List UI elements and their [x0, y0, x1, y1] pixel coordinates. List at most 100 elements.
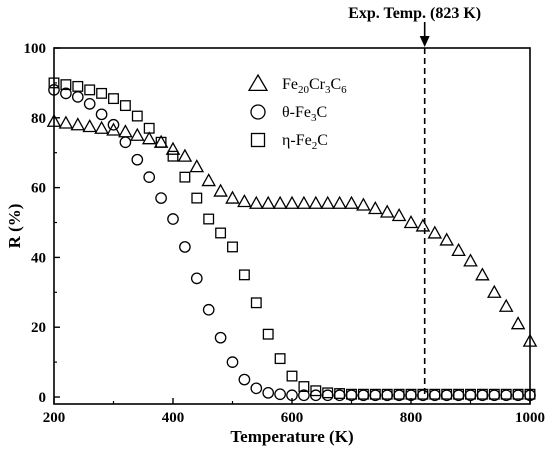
circle-data-point: [71, 91, 84, 103]
square-data-point: [72, 80, 84, 92]
legend-label-text: C: [317, 132, 328, 149]
triangle-data-point: [82, 118, 98, 133]
circle-data-point: [226, 356, 239, 368]
square-data-point: [238, 269, 250, 281]
circle-data-point: [83, 97, 96, 110]
x-axis-label: Temperature (K): [230, 427, 353, 446]
triangle-data-point: [237, 194, 252, 208]
triangle-data-point: [510, 316, 526, 330]
triangle-data-point: [344, 195, 359, 209]
legend-label-text: C: [317, 104, 328, 121]
triangle-data-point: [475, 267, 490, 281]
triangle-data-point: [272, 195, 288, 209]
square-data-point: [476, 388, 488, 400]
triangle-data-point: [201, 173, 217, 187]
y-tick-label: 60: [31, 181, 46, 197]
circle-data-point: [202, 303, 215, 316]
triangle-data-point: [320, 195, 336, 209]
triangle-data-point: [427, 225, 443, 239]
legend-label-subscript: 3: [311, 112, 317, 124]
y-tick-label: 80: [31, 111, 46, 127]
legend-item-circle: θ-Fe3C: [250, 104, 328, 124]
legend-square-icon: [250, 132, 266, 148]
legend-circle-icon: [250, 104, 266, 120]
circle-data-point: [167, 213, 179, 225]
legend-item-square: η-Fe2C: [250, 132, 328, 152]
legend-label-subscript: 20: [298, 84, 310, 96]
circle-data-point: [214, 331, 227, 344]
y-tick-label: 100: [24, 41, 47, 57]
legend-label-text: η-Fe: [282, 132, 312, 149]
triangle-data-point: [129, 127, 145, 141]
square-data-point: [227, 241, 238, 253]
square-data-point: [262, 328, 274, 340]
x-tick-label: 1000: [515, 410, 545, 426]
triangle-data-point: [189, 159, 205, 173]
legend-label-text: C: [331, 76, 342, 93]
square-data-point: [298, 381, 310, 392]
square-data-point: [191, 192, 203, 204]
series-triangle: [46, 113, 538, 347]
triangle-data-point: [94, 120, 109, 134]
square-data-point: [215, 227, 227, 239]
square-data-point: [322, 387, 334, 399]
triangle-data-point: [284, 195, 300, 209]
legend-triangle-icon: [247, 73, 269, 92]
arrow-head-icon: [419, 36, 430, 47]
square-data-point: [310, 385, 322, 397]
circle-data-point: [321, 389, 334, 402]
circle-data-point: [262, 386, 275, 399]
square-data-point: [417, 388, 429, 400]
triangle-data-point: [70, 117, 86, 131]
x-axis-ticks: 200 400 600 800 1000: [43, 398, 545, 426]
triangle-data-point: [260, 195, 276, 209]
legend-label-subscript: 2: [312, 140, 318, 152]
triangle-data-point: [379, 204, 395, 218]
square-data-point: [441, 388, 453, 400]
square-data-point: [108, 93, 119, 105]
square-data-point: [250, 297, 262, 309]
triangle-data-point: [391, 207, 407, 222]
square-data-point: [167, 150, 179, 162]
experiment-temperature-annotation: Exp. Temp. (823 K): [348, 5, 481, 398]
triangle-data-point: [308, 195, 324, 209]
triangle-data-point: [118, 124, 133, 138]
circle-data-point: [119, 136, 132, 149]
square-data-point: [274, 353, 286, 365]
square-data-point: [465, 388, 476, 400]
legend-label-text: Fe: [282, 76, 298, 93]
x-tick-label: 600: [281, 410, 304, 426]
data-series-group: [46, 77, 538, 402]
triangle-data-point: [415, 218, 431, 232]
triangle-data-point: [439, 232, 455, 246]
square-data-point: [334, 388, 346, 399]
circle-data-point: [179, 241, 191, 253]
legend-label: η-Fe2C: [282, 132, 328, 152]
square-data-point: [119, 100, 131, 112]
circle-data-point: [238, 373, 251, 386]
square-data-point: [203, 213, 215, 225]
square-data-point: [60, 79, 72, 91]
triangle-data-point: [213, 183, 228, 197]
experiment-temperature-label: Exp. Temp. (823 K): [348, 5, 481, 22]
y-tick-label: 20: [31, 320, 46, 336]
circle-data-point: [155, 192, 167, 204]
triangle-data-point: [58, 115, 74, 129]
triangle-data-point: [367, 201, 383, 215]
circle-data-point: [250, 382, 263, 395]
legend-label-subscript: 6: [341, 84, 347, 96]
square-data-point: [512, 388, 524, 400]
square-data-point: [500, 388, 512, 400]
triangle-data-point: [403, 214, 419, 229]
square-data-point: [381, 388, 393, 400]
square-data-point: [96, 87, 108, 99]
circle-data-point: [298, 389, 310, 402]
square-data-point: [488, 388, 500, 400]
circle-data-point: [274, 388, 286, 401]
triangle-data-point: [141, 131, 157, 145]
square-data-point: [357, 388, 369, 400]
square-data-point: [179, 171, 191, 183]
circle-data-point: [131, 153, 144, 166]
legend-label-text: θ-Fe: [282, 104, 311, 121]
